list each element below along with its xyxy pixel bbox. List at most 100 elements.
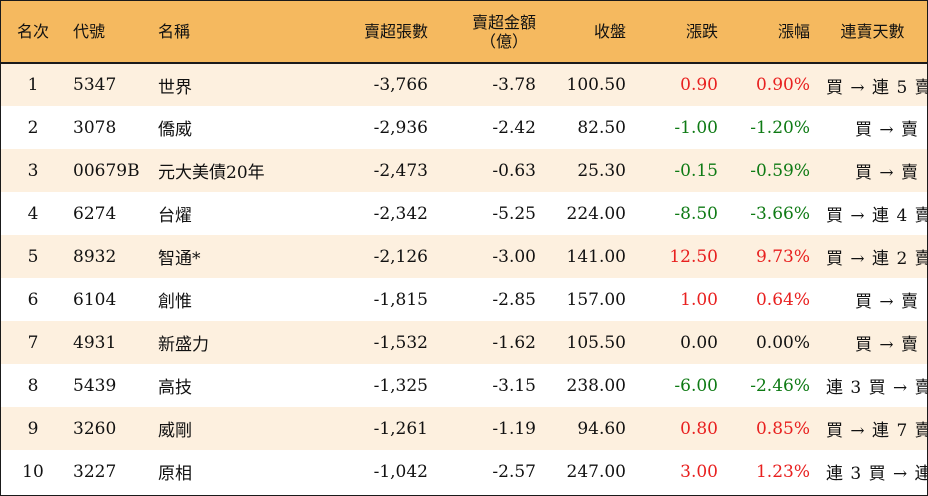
cell-change-pct: 0.64% [755,289,810,310]
cell-sell-amount: -2.85 [492,289,536,310]
cell-streak: 買 → 連 7 賣 [826,421,928,441]
cell-change: 3.00 [680,461,718,482]
cell-streak: 買 → 賣 [854,292,919,312]
header-sell-amount-line1: 賣超金額 [471,12,536,32]
cell-code: 5439 [73,375,117,396]
table-row: 3 00679B 元大美債20年 -2,473 -0.63 25.30 -0.15 -0.59… [1,149,927,192]
cell-change: -0.15 [674,160,718,181]
table-row: 4 6274 台燿 -2,342 -5.25 224.00 -8.50 -3.66% 買 → 連… [1,192,927,235]
table-row: 1 5347 世界 -3,766 -3.78 100.50 0.90 0.90% 買 → 連 5… [1,63,927,106]
cell-sell-lots: -1,815 [373,289,428,310]
cell-sell-amount: -0.63 [492,160,536,181]
cell-change-pct: -0.59% [750,160,810,181]
table-row: 6 6104 創惟 -1,815 -2.85 157.00 1.00 0.64% 買 → 賣 [1,278,927,321]
cell-change-pct: 1.23% [755,461,810,482]
cell-change: 1.00 [680,289,718,310]
cell-sell-amount: -3.15 [492,375,536,396]
cell-change: 0.90 [680,75,718,95]
header-streak: 連賣天數 [818,1,927,64]
cell-change-pct: 0.90% [755,75,810,95]
cell-rank: 5 [27,246,39,267]
cell-change-pct: 0.85% [755,418,810,439]
cell-name: 新盛力 [158,335,209,355]
cell-code: 8932 [73,246,117,267]
cell-sell-amount: -1.62 [492,332,536,353]
cell-close: 238.00 [566,375,626,396]
cell-name: 世界 [158,77,192,98]
table-row: 2 3078 僑威 -2,936 -2.42 82.50 -1.00 -1.20% 買 → 賣 [1,106,927,149]
cell-change-pct: -1.20% [750,117,810,138]
cell-sell-amount: -1.19 [492,418,536,439]
cell-rank: 6 [27,289,39,310]
header-sell-amount: 賣超金額 （億） [436,1,544,64]
table-row: 8 5439 高技 -1,325 -3.15 238.00 -6.00 -2.46% 連 3 買… [1,364,927,407]
cell-name: 高技 [158,378,192,398]
cell-code: 6274 [73,203,117,224]
table-body: 1 5347 世界 -3,766 -3.78 100.50 0.90 0.90% 買 → 連 5… [1,63,927,493]
cell-code: 3260 [73,418,117,439]
cell-sell-lots: -3,766 [373,75,428,95]
header-change-pct: 漲幅 [726,1,818,64]
cell-sell-lots: -2,126 [373,246,428,267]
cell-streak: 買 → 賣 [854,335,919,355]
cell-change: 12.50 [669,246,718,267]
cell-rank: 1 [27,75,39,95]
cell-change-pct: 9.73% [755,246,810,267]
cell-streak: 買 → 賣 [854,163,919,183]
cell-streak: 買 → 賣 [854,120,919,140]
cell-close: 100.50 [566,75,626,95]
table-header-row: 名次 代號 名稱 賣超張數 賣超金額 （億） 收盤 漲跌 漲幅 連賣天數 [1,1,927,64]
cell-name: 威剛 [158,421,192,441]
cell-sell-lots: -1,261 [373,418,428,439]
header-change: 漲跌 [634,1,726,64]
table-row: 10 3227 原相 -1,042 -2.57 247.00 3.00 1.23% 連 3 買 … [1,450,927,493]
header-name: 名稱 [150,1,300,64]
cell-streak: 買 → 連 2 賣 [826,249,928,269]
cell-close: 157.00 [566,289,626,310]
header-code: 代號 [65,1,150,64]
cell-change: 0.00 [680,332,718,353]
cell-name: 原相 [158,464,192,484]
cell-sell-lots: -2,473 [373,160,428,181]
cell-name: 智通* [158,249,201,269]
cell-close: 94.60 [577,418,626,439]
cell-code: 5347 [73,75,117,95]
cell-close: 25.30 [577,160,626,181]
cell-sell-lots: -1,325 [373,375,428,396]
cell-streak: 買 → 連 5 賣 [826,77,928,98]
cell-close: 141.00 [566,246,626,267]
header-sell-lots: 賣超張數 [300,1,436,64]
table-row: 5 8932 智通* -2,126 -3.00 141.00 12.50 9.73% 買 → 連… [1,235,927,278]
cell-close: 224.00 [566,203,626,224]
cell-sell-amount: -2.42 [492,117,536,138]
cell-rank: 3 [27,160,39,181]
cell-code: 6104 [73,289,117,310]
cell-code: 4931 [73,332,117,353]
cell-code: 00679B [73,160,140,181]
cell-rank: 4 [27,203,39,224]
header-rank: 名次 [1,1,65,64]
header-sell-amount-line2: （億） [479,31,528,51]
cell-change: -6.00 [674,375,718,396]
cell-sell-lots: -1,042 [373,461,428,482]
cell-code: 3078 [73,117,117,138]
cell-close: 82.50 [577,117,626,138]
cell-name: 創惟 [158,292,192,312]
header-close: 收盤 [544,1,634,64]
cell-sell-amount: -3.78 [492,75,536,95]
cell-change: -1.00 [674,117,718,138]
cell-streak: 買 → 連 4 賣 [826,206,928,226]
cell-name: 僑威 [158,120,192,140]
cell-rank: 7 [27,332,39,353]
cell-change: 0.80 [680,418,718,439]
cell-change-pct: 0.00% [755,332,810,353]
cell-streak: 連 3 買 → 連 4 賣 [826,464,927,484]
cell-rank: 2 [27,117,39,138]
cell-streak: 連 3 買 → 賣 [826,378,928,398]
cell-code: 3227 [73,461,117,482]
table-row: 7 4931 新盛力 -1,532 -1.62 105.50 0.00 0.00% 買 → 賣 [1,321,927,364]
cell-sell-amount: -5.25 [492,203,536,224]
cell-sell-amount: -2.57 [492,461,536,482]
